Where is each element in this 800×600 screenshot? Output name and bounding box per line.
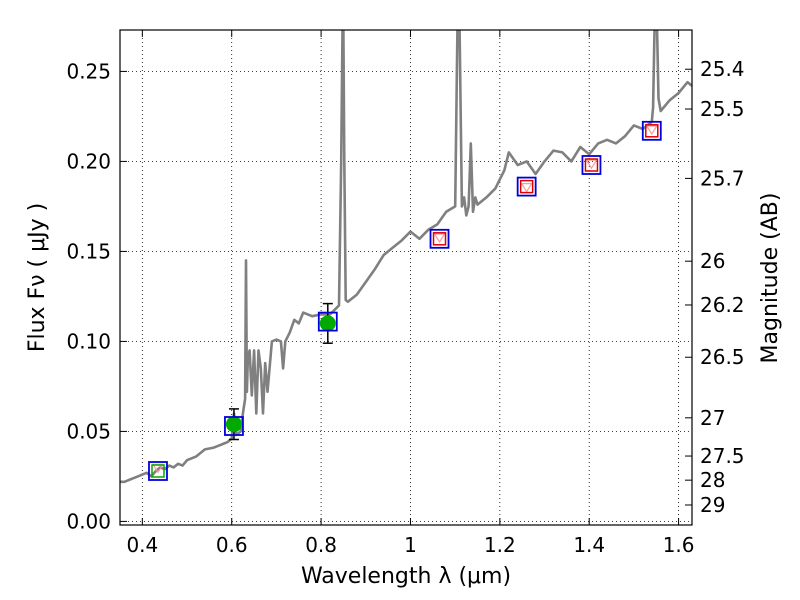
mag-tick-label: 25.4 <box>700 57 745 81</box>
inner-square-marker <box>584 158 599 172</box>
inner-square-marker <box>151 464 165 478</box>
y-tick-label: 0.05 <box>66 419 111 443</box>
x-tick-label: 1.6 <box>663 533 695 557</box>
mag-tick-label: 29 <box>700 493 725 517</box>
y-tick-label: 0.20 <box>66 149 111 173</box>
grid-lines <box>120 30 692 525</box>
upper-limit-marker <box>585 159 598 170</box>
y-tick-label: 0.25 <box>66 59 111 83</box>
mag-tick-label: 27.5 <box>700 444 745 468</box>
inner-square-marker <box>645 124 659 138</box>
mag-tick-label: 27 <box>700 406 725 430</box>
plot-frame <box>119 29 693 526</box>
right-axis-label: Magnitude (AB) <box>758 193 783 364</box>
model-square-marker <box>224 416 244 436</box>
mag-tick-label: 25.5 <box>700 97 745 121</box>
model-square-marker <box>148 461 168 481</box>
upper-limit-marker <box>520 183 533 193</box>
model-spectrum-layer <box>120 30 692 484</box>
model-square-marker <box>641 120 662 141</box>
model-square-marker <box>317 311 338 332</box>
mag-tick-label: 28 <box>700 468 725 492</box>
model-square-marker <box>429 228 450 249</box>
x-tick-label: 0.4 <box>126 533 158 557</box>
mag-tick-label: 25.7 <box>700 166 745 190</box>
mag-tick-label: 26.2 <box>700 293 745 317</box>
model-square-marker <box>581 155 602 175</box>
observed-point <box>225 416 242 433</box>
x-tick-label: 0.6 <box>216 533 248 557</box>
x-tick-label: 1.2 <box>484 533 516 557</box>
observed-point <box>319 315 336 332</box>
x-axis-label: Wavelength λ (μm) <box>301 564 511 589</box>
model-square-marker <box>516 176 537 197</box>
y-tick-label: 0.15 <box>66 239 111 263</box>
upper-limit-marker <box>645 125 658 136</box>
upper-limit-marker <box>433 233 446 244</box>
x-tick-label: 1 <box>404 533 417 557</box>
x-tick-label: 1.4 <box>573 533 605 557</box>
inner-square-marker <box>519 179 534 194</box>
inner-square-marker <box>432 232 447 246</box>
mag-tick-label: 26 <box>700 249 725 273</box>
y-tick-label: 0.10 <box>66 329 111 353</box>
x-tick-label: 0.8 <box>305 533 337 557</box>
y-axis-label: Flux Fν ( μJy ) <box>25 203 50 352</box>
axis-ticks: 0.4 0.6 0.8 1 1.2 1.4 1.6 0.00 0.05 0.10 0.15 0.20 0… <box>66 30 745 557</box>
model-spectrum-line <box>120 30 692 484</box>
mag-tick-label: 26.5 <box>700 345 745 369</box>
photometry-layer <box>148 120 662 481</box>
y-tick-label: 0.00 <box>66 509 111 533</box>
